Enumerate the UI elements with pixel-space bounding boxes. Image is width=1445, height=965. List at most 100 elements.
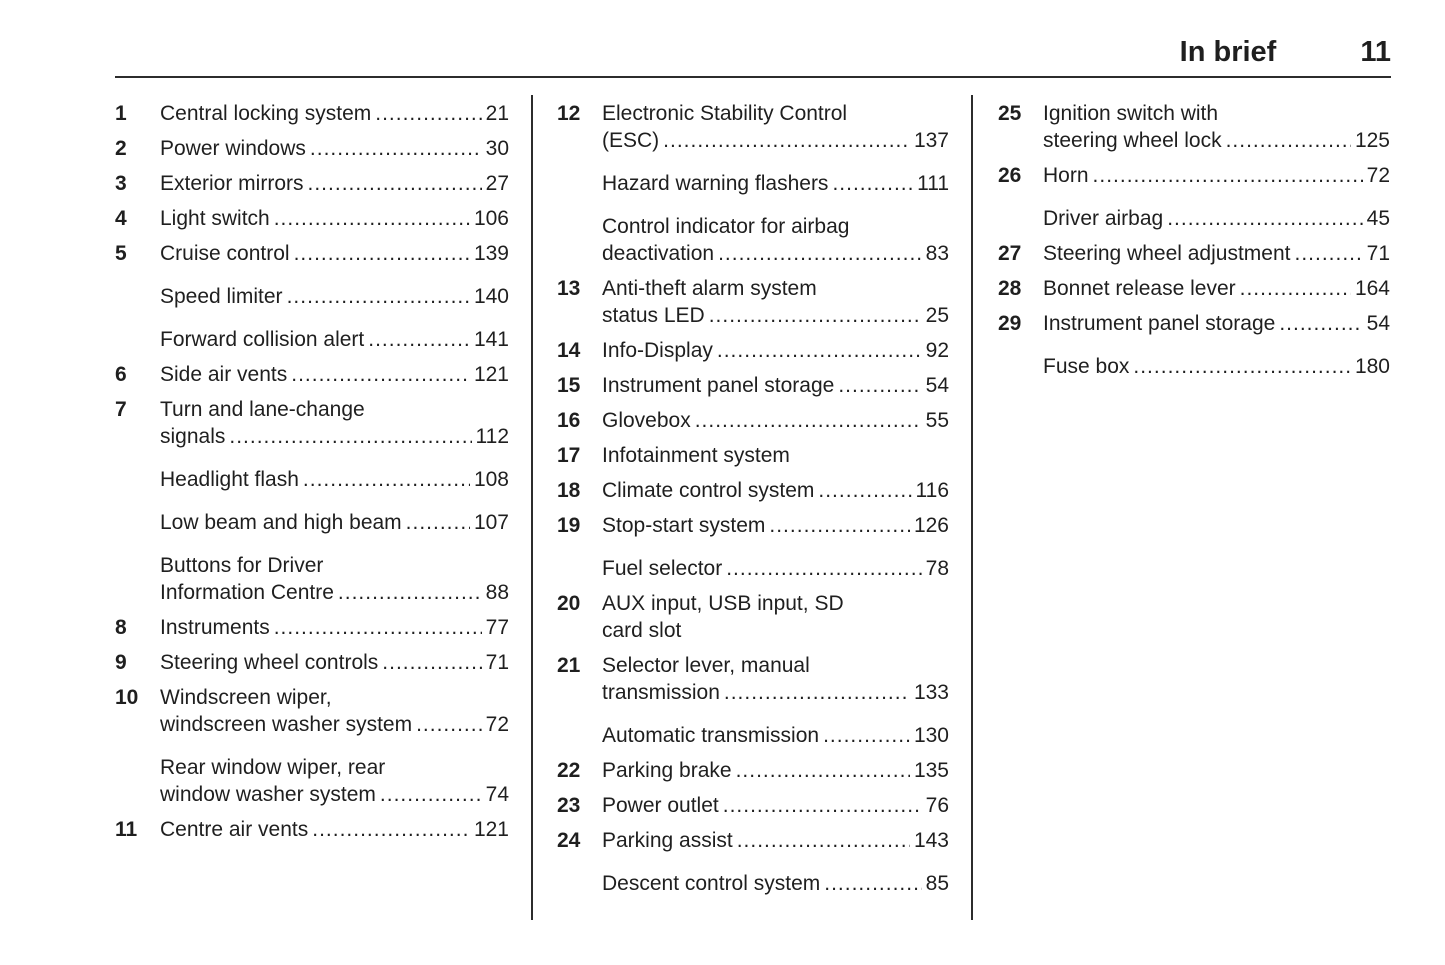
entry-title: Bonnet release lever bbox=[1043, 277, 1236, 300]
entry-body: Glovebox 55 bbox=[602, 407, 949, 434]
index-entry: 17 Infotainment system bbox=[557, 442, 949, 469]
entry-body: Bonnet release lever 164 bbox=[1043, 275, 1390, 302]
entry-body: Instrument panel storage 54 bbox=[1043, 310, 1390, 337]
index-entry: 11 Centre air vents 121 bbox=[115, 816, 509, 843]
entry-number bbox=[557, 555, 602, 582]
entry-number: 3 bbox=[115, 172, 127, 195]
index-entry: 2 Power windows 30 bbox=[115, 135, 509, 162]
entry-number bbox=[557, 722, 602, 749]
entry-line: signals 112 bbox=[160, 423, 509, 450]
entry-page-number: 121 bbox=[473, 363, 509, 386]
index-entry: 12 Electronic Stability Control (ESC) 137 bbox=[557, 100, 949, 154]
entry-body: Parking assist 143 bbox=[602, 827, 949, 854]
entry-line: Instrument panel storage 54 bbox=[602, 372, 949, 399]
dot-leader bbox=[663, 127, 910, 154]
entry-page-number: 72 bbox=[485, 713, 509, 736]
entry-number: 13 bbox=[557, 277, 581, 300]
dot-leader bbox=[1240, 275, 1351, 302]
entry-line: Climate control system 116 bbox=[602, 477, 949, 504]
entry-page-number: 72 bbox=[1366, 164, 1390, 187]
entry-page-number: 111 bbox=[917, 172, 949, 195]
entry-title: card slot bbox=[602, 619, 682, 642]
entry-title: Cruise control bbox=[160, 242, 290, 265]
entry-page-number: 54 bbox=[925, 374, 949, 397]
entry-title: steering wheel lock bbox=[1043, 129, 1222, 152]
entry-number bbox=[557, 170, 602, 197]
page-title: In brief bbox=[1179, 36, 1277, 68]
entry-body: Driver airbag 45 bbox=[1043, 205, 1390, 232]
entry-line: Forward collision alert 141 bbox=[160, 326, 509, 353]
entry-page-number: 54 bbox=[1366, 312, 1390, 335]
entry-line: Anti-theft alarm system bbox=[602, 275, 949, 302]
entry-line: Info-Display 92 bbox=[602, 337, 949, 364]
entry-line: Rear window wiper, rear bbox=[160, 754, 509, 781]
index-entry: Descent control system 85 bbox=[557, 870, 949, 897]
dot-leader bbox=[1294, 240, 1362, 267]
entry-body: Anti-theft alarm system status LED 25 bbox=[602, 275, 949, 329]
index-entry: Rear window wiper, rear window washer sys… bbox=[115, 754, 509, 808]
column-divider-2 bbox=[971, 95, 973, 920]
index-entry: 18 Climate control system 116 bbox=[557, 477, 949, 504]
entry-page-number: 92 bbox=[925, 339, 949, 362]
index-entry: 19 Stop-start system 126 bbox=[557, 512, 949, 539]
entry-body: Side air vents 121 bbox=[160, 361, 509, 388]
dot-leader bbox=[1133, 353, 1351, 380]
entry-number: 9 bbox=[115, 651, 127, 674]
entry-line: Glovebox 55 bbox=[602, 407, 949, 434]
entry-body: Rear window wiper, rear window washer sys… bbox=[160, 754, 509, 808]
entry-line: Electronic Stability Control bbox=[602, 100, 949, 127]
entry-body: Fuel selector 78 bbox=[602, 555, 949, 582]
dot-leader bbox=[718, 240, 922, 267]
index-entry: 20 AUX input, USB input, SD card slot bbox=[557, 590, 949, 644]
index-entry: 5 Cruise control 139 bbox=[115, 240, 509, 267]
entry-line: steering wheel lock 125 bbox=[1043, 127, 1390, 154]
dot-leader bbox=[338, 579, 482, 606]
entry-line: Cruise control 139 bbox=[160, 240, 509, 267]
entry-title: Instrument panel storage bbox=[1043, 312, 1276, 335]
entry-title: Control indicator for airbag bbox=[602, 215, 850, 238]
entry-number bbox=[115, 509, 160, 536]
dot-leader bbox=[724, 679, 910, 706]
entry-line: Buttons for Driver bbox=[160, 552, 509, 579]
entry-body: Descent control system 85 bbox=[602, 870, 949, 897]
index-entry: 4 Light switch 106 bbox=[115, 205, 509, 232]
entry-line: Fuse box 180 bbox=[1043, 353, 1390, 380]
entry-title: Horn bbox=[1043, 164, 1089, 187]
entry-number bbox=[115, 754, 160, 808]
entry-title: Driver airbag bbox=[1043, 207, 1164, 230]
dot-leader bbox=[823, 722, 910, 749]
entry-title: Centre air vents bbox=[160, 818, 309, 841]
entry-body: Buttons for Driver Information Centre 88 bbox=[160, 552, 509, 606]
entry-title: Selector lever, manual bbox=[602, 654, 810, 677]
entry-page-number: 116 bbox=[915, 479, 949, 502]
entry-title: Turn and lane-change bbox=[160, 398, 365, 421]
dot-leader bbox=[1279, 310, 1362, 337]
entry-body: Power windows 30 bbox=[160, 135, 509, 162]
entry-title: Side air vents bbox=[160, 363, 288, 386]
entry-body: Low beam and high beam 107 bbox=[160, 509, 509, 536]
entry-page-number: 55 bbox=[925, 409, 949, 432]
entry-number: 14 bbox=[557, 339, 581, 362]
entry-number: 17 bbox=[557, 444, 581, 467]
index-entry: Hazard warning flashers 111 bbox=[557, 170, 949, 197]
entry-line: transmission 133 bbox=[602, 679, 949, 706]
entry-body: Steering wheel controls 71 bbox=[160, 649, 509, 676]
entry-title: Central locking system bbox=[160, 102, 372, 125]
index-entry: 23 Power outlet 76 bbox=[557, 792, 949, 819]
entry-body: Selector lever, manual transmission 133 bbox=[602, 652, 949, 706]
entry-title: Glovebox bbox=[602, 409, 691, 432]
entry-body: Control indicator for airbag deactivation… bbox=[602, 213, 949, 267]
entry-line: Control indicator for airbag bbox=[602, 213, 949, 240]
dot-leader bbox=[310, 135, 482, 162]
index-column-2: 12 Electronic Stability Control (ESC) 137 Ha… bbox=[557, 100, 949, 897]
entry-number: 20 bbox=[557, 592, 581, 615]
entry-page-number: 106 bbox=[473, 207, 509, 230]
entry-line: Instruments 77 bbox=[160, 614, 509, 641]
entry-page-number: 21 bbox=[485, 102, 509, 125]
entry-body: Ignition switch with steering wheel lock 1… bbox=[1043, 100, 1390, 154]
entry-number: 26 bbox=[998, 164, 1022, 187]
entry-number: 6 bbox=[115, 363, 127, 386]
entry-line: AUX input, USB input, SD bbox=[602, 590, 949, 617]
entry-number: 18 bbox=[557, 479, 581, 502]
dot-leader bbox=[380, 781, 482, 808]
